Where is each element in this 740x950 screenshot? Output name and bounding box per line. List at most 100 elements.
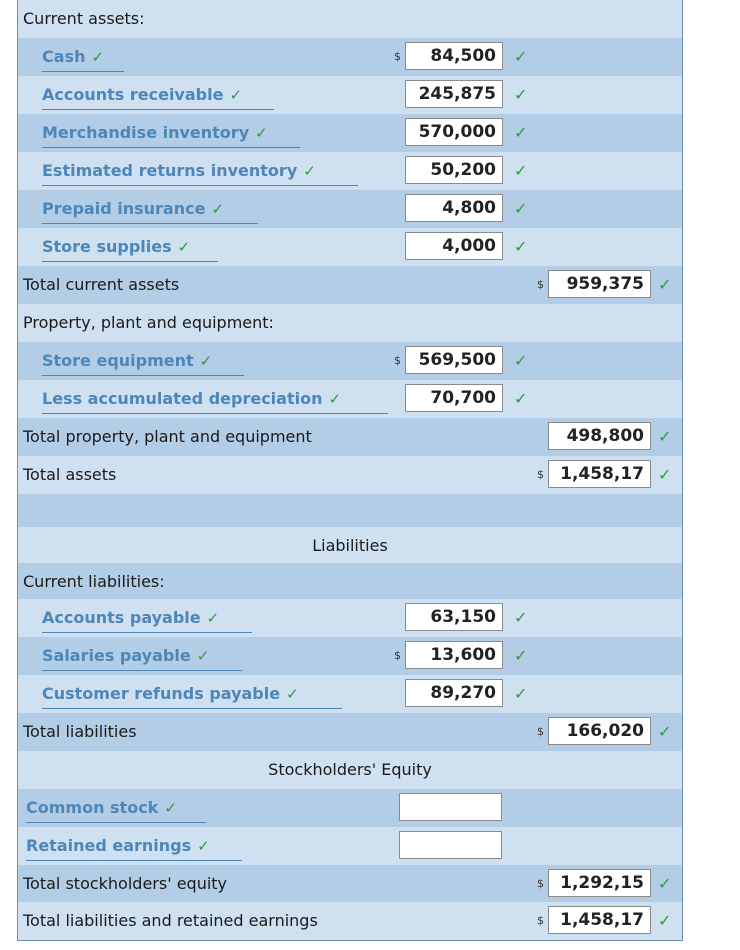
accounts-payable-input[interactable]: 63,150 (405, 603, 503, 631)
cash-label: Cash (42, 47, 86, 66)
total-current-assets-row: Total current assets $ 959,375 ✓ (18, 266, 682, 304)
accounts-receivable-row: Accounts receivable ✓ 245,875 ✓ (18, 76, 682, 114)
check-icon: ✓ (514, 608, 528, 627)
dollar-sign: $ (394, 354, 401, 367)
total-ppe-input[interactable]: 498,800 (548, 422, 651, 450)
dollar-sign: $ (537, 278, 544, 291)
check-icon: ✓ (514, 646, 528, 665)
check-icon: ✓ (514, 237, 528, 256)
dollar-sign: $ (537, 725, 544, 738)
store-equipment-select[interactable]: Store equipment ✓ (42, 347, 244, 376)
prepaid-insurance-select[interactable]: Prepaid insurance ✓ (42, 195, 258, 224)
prepaid-insurance-input[interactable]: 4,800 (405, 194, 503, 222)
check-icon: ✓ (514, 123, 528, 142)
customer-refunds-payable-input[interactable]: 89,270 (405, 679, 503, 707)
check-icon: ✓ (164, 799, 177, 817)
salaries-payable-label: Salaries payable (42, 646, 191, 665)
check-icon: ✓ (658, 275, 672, 294)
accounts-payable-row: Accounts payable ✓ 63,150 ✓ (18, 599, 682, 637)
balance-sheet: Current assets: Cash ✓ $ 84,500 ✓ Account… (17, 0, 683, 941)
liabilities-title: Liabilities (312, 536, 388, 555)
check-icon: ✓ (328, 390, 342, 408)
estimated-returns-inventory-select[interactable]: Estimated returns inventory ✓ (42, 157, 358, 186)
check-icon: ✓ (91, 48, 105, 66)
store-supplies-input[interactable]: 4,000 (405, 232, 503, 260)
check-icon: ✓ (514, 684, 528, 703)
liabilities-title-row: Liabilities (18, 527, 682, 565)
merchandise-inventory-label: Merchandise inventory (42, 123, 250, 142)
grand-total-input[interactable]: 1,458,17 (548, 906, 651, 934)
common-stock-row: Common stock ✓ (18, 789, 682, 827)
cash-account-select[interactable]: Cash ✓ (42, 43, 124, 72)
accounts-receivable-input[interactable]: 245,875 (405, 80, 503, 108)
retained-earnings-input[interactable] (399, 831, 502, 859)
total-liabilities-input[interactable]: 166,020 (548, 717, 651, 745)
current-liabilities-header: Current liabilities: (23, 572, 165, 591)
common-stock-select[interactable]: Common stock ✓ (26, 794, 206, 823)
current-assets-header-row: Current assets: (18, 0, 682, 38)
store-supplies-label: Store supplies (42, 237, 172, 256)
check-icon: ✓ (199, 352, 213, 370)
accounts-receivable-label: Accounts receivable (42, 85, 224, 104)
check-icon: ✓ (197, 837, 210, 855)
total-current-assets-input[interactable]: 959,375 (548, 270, 651, 298)
equity-title: Stockholders' Equity (268, 760, 432, 779)
store-equipment-input[interactable]: 569,500 (405, 346, 503, 374)
check-icon: ✓ (255, 124, 268, 142)
total-equity-row: Total stockholders' equity $ 1,292,15 ✓ (18, 865, 682, 903)
prepaid-insurance-label: Prepaid insurance (42, 199, 206, 218)
check-icon: ✓ (658, 911, 672, 930)
check-icon: ✓ (658, 427, 672, 446)
total-equity-label: Total stockholders' equity (23, 874, 228, 893)
check-icon: ✓ (514, 85, 528, 104)
salaries-payable-input[interactable]: 13,600 (405, 641, 503, 669)
customer-refunds-payable-label: Customer refunds payable (42, 684, 281, 703)
current-liabilities-header-row: Current liabilities: (18, 563, 682, 601)
check-icon: ✓ (514, 161, 528, 180)
retained-earnings-row: Retained earnings ✓ (18, 827, 682, 865)
store-supplies-select[interactable]: Store supplies ✓ (42, 233, 218, 262)
store-equipment-label: Store equipment (42, 351, 194, 370)
dollar-sign: $ (394, 50, 401, 63)
accumulated-depreciation-label: Less accumulated depreciation (42, 389, 323, 408)
accounts-payable-select[interactable]: Accounts payable ✓ (42, 604, 252, 633)
check-icon: ✓ (658, 874, 672, 893)
estimated-returns-inventory-input[interactable]: 50,200 (405, 156, 503, 184)
retained-earnings-select[interactable]: Retained earnings ✓ (26, 832, 242, 861)
cash-amount-input[interactable]: 84,500 (405, 42, 503, 70)
merchandise-inventory-input[interactable]: 570,000 (405, 118, 503, 146)
accounts-payable-label: Accounts payable (42, 608, 201, 627)
common-stock-input[interactable] (399, 793, 502, 821)
total-equity-input[interactable]: 1,292,15 (548, 869, 651, 897)
retained-earnings-label: Retained earnings (26, 836, 192, 855)
total-assets-row: Total assets $ 1,458,17 ✓ (18, 456, 682, 494)
common-stock-label: Common stock (26, 798, 159, 817)
accumulated-depreciation-row: Less accumulated depreciation ✓ 70,700 ✓ (18, 380, 682, 418)
total-ppe-label: Total property, plant and equipment (23, 427, 312, 446)
check-icon: ✓ (303, 162, 316, 180)
check-icon: ✓ (286, 685, 299, 703)
dollar-sign: $ (537, 468, 544, 481)
total-assets-input[interactable]: 1,458,17 (548, 460, 651, 488)
merchandise-inventory-row: Merchandise inventory ✓ 570,000 ✓ (18, 114, 682, 152)
accounts-receivable-select[interactable]: Accounts receivable ✓ (42, 81, 274, 110)
spacer-row (18, 494, 682, 532)
ppe-header-row: Property, plant and equipment: (18, 304, 682, 342)
check-icon: ✓ (196, 647, 210, 665)
estimated-returns-inventory-label: Estimated returns inventory (42, 161, 298, 180)
accumulated-depreciation-select[interactable]: Less accumulated depreciation ✓ (42, 385, 388, 414)
dollar-sign: $ (394, 649, 401, 662)
check-icon: ✓ (514, 47, 528, 66)
grand-total-label: Total liabilities and retained earnings (23, 911, 318, 930)
check-icon: ✓ (177, 238, 191, 256)
total-assets-label: Total assets (23, 465, 117, 484)
dollar-sign: $ (537, 877, 544, 890)
store-equipment-row: Store equipment ✓ $ 569,500 ✓ (18, 342, 682, 380)
salaries-payable-select[interactable]: Salaries payable ✓ (42, 642, 242, 671)
customer-refunds-payable-select[interactable]: Customer refunds payable ✓ (42, 680, 342, 709)
estimated-returns-inventory-row: Estimated returns inventory ✓ 50,200 ✓ (18, 152, 682, 190)
equity-title-row: Stockholders' Equity (18, 751, 682, 789)
check-icon: ✓ (514, 389, 528, 408)
accumulated-depreciation-input[interactable]: 70,700 (405, 384, 503, 412)
merchandise-inventory-select[interactable]: Merchandise inventory ✓ (42, 119, 300, 148)
